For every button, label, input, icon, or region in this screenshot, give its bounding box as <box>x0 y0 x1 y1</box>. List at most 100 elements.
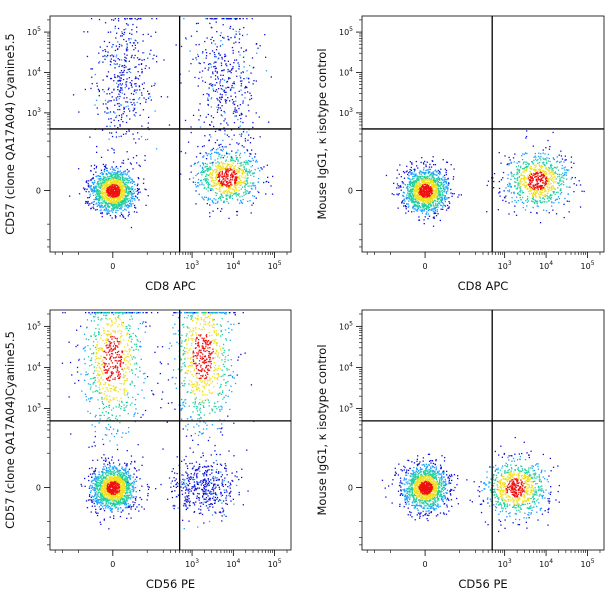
event-dot <box>444 196 446 198</box>
event-dot <box>416 190 418 192</box>
event-dot <box>439 178 441 180</box>
event-dot <box>257 190 259 193</box>
event-dot <box>509 186 511 188</box>
event-dot <box>239 33 241 35</box>
event-dot <box>117 89 119 91</box>
event-dot <box>222 163 224 165</box>
event-dot <box>116 186 119 188</box>
event-dot <box>249 200 251 202</box>
event-dot <box>109 184 111 186</box>
event-dot <box>414 174 416 177</box>
event-dot <box>119 173 122 175</box>
event-dot <box>412 183 415 185</box>
event-dot <box>448 207 450 209</box>
event-dot <box>195 59 198 61</box>
event-dot <box>529 193 531 195</box>
event-dot <box>120 204 122 206</box>
event-dot <box>415 160 417 163</box>
event-dot <box>145 99 147 101</box>
event-dot <box>555 167 557 169</box>
event-dot <box>220 62 223 64</box>
event-dot <box>106 45 108 48</box>
event-dot <box>209 169 211 171</box>
event-dot <box>254 184 256 187</box>
event-dot <box>258 191 260 194</box>
event-dot <box>135 155 138 157</box>
event-dot <box>175 44 177 46</box>
event-dot <box>254 168 256 171</box>
event-dot <box>232 82 234 85</box>
event-dot <box>137 190 139 192</box>
event-dot <box>105 195 108 197</box>
event-dot <box>419 194 421 197</box>
event-dot <box>130 193 132 195</box>
event-dot <box>421 212 424 214</box>
event-dot <box>199 115 202 117</box>
event-dot <box>122 159 125 162</box>
event-dot <box>240 179 242 182</box>
event-dot <box>219 188 221 190</box>
event-dot <box>226 166 228 168</box>
event-dot <box>105 172 107 175</box>
event-dot <box>432 186 434 188</box>
event-dot <box>210 168 212 170</box>
event-dot <box>208 183 210 185</box>
event-dot <box>224 99 226 101</box>
event-dot <box>433 190 435 192</box>
event-dot <box>123 74 125 76</box>
event-dot <box>238 189 240 192</box>
event-dot <box>215 174 218 177</box>
event-dot <box>225 63 227 65</box>
event-dot <box>110 197 112 200</box>
event-dot <box>228 86 230 89</box>
event-dot <box>242 198 244 201</box>
event-dot <box>97 181 99 183</box>
event-dot <box>416 197 418 199</box>
event-dot <box>497 209 499 211</box>
event-dot <box>118 189 120 192</box>
event-dot <box>502 171 505 174</box>
event-dot <box>111 217 113 219</box>
event-dot <box>225 151 228 153</box>
event-dot <box>423 201 425 204</box>
event-dot <box>137 188 140 190</box>
event-dot <box>415 181 417 183</box>
event-dot <box>270 76 272 78</box>
event-dot <box>108 172 110 174</box>
event-dot <box>222 74 224 76</box>
event-dot <box>236 198 239 200</box>
event-dot <box>426 178 429 180</box>
event-dot <box>116 198 118 200</box>
event-dot <box>230 181 232 183</box>
event-dot <box>138 188 140 190</box>
event-dot <box>102 188 104 190</box>
event-dot <box>520 165 522 167</box>
event-dot <box>410 172 412 174</box>
event-dot <box>416 186 419 188</box>
event-dot <box>104 99 107 102</box>
event-dot <box>114 190 116 192</box>
event-dot <box>103 197 105 200</box>
event-dot <box>431 194 433 197</box>
event-dot <box>408 197 410 199</box>
event-dot <box>227 71 229 73</box>
event-dot <box>243 66 245 68</box>
event-dot <box>156 61 158 63</box>
event-dot <box>409 161 411 163</box>
event-dot <box>440 168 442 170</box>
event-dot <box>109 194 111 196</box>
event-dot <box>250 153 252 155</box>
event-dot <box>252 159 254 162</box>
event-dot <box>204 81 206 83</box>
event-dot <box>108 87 110 89</box>
event-dot <box>134 89 137 92</box>
event-dot <box>113 111 115 113</box>
event-dot <box>113 149 115 151</box>
event-dot <box>104 201 106 203</box>
event-dot <box>435 192 438 195</box>
event-dot <box>113 172 115 174</box>
event-dot <box>228 136 230 138</box>
event-dot <box>98 193 100 195</box>
event-dot <box>231 150 233 152</box>
event-dot <box>95 198 97 200</box>
